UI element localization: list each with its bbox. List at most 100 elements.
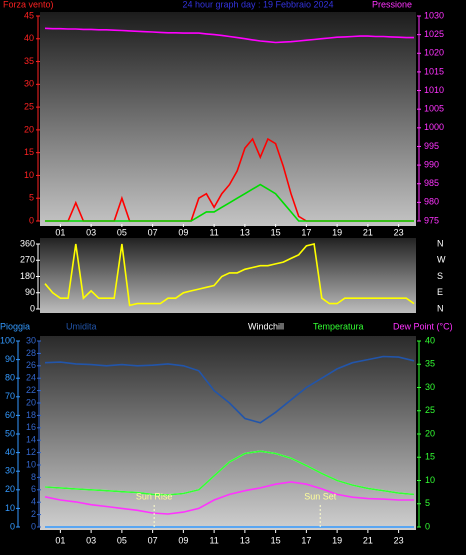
- x-tick-label: 17: [301, 227, 311, 237]
- x-tick-label: 05: [117, 535, 127, 545]
- y-tick-label: 30: [26, 335, 36, 345]
- y-tick-label: 22: [26, 385, 36, 395]
- y-tick-label: 30: [24, 79, 34, 89]
- y-tick-label: 14: [26, 435, 36, 445]
- y-tick-label: 16: [26, 422, 36, 432]
- x-tick-label: 07: [148, 227, 158, 237]
- plot-area: [40, 238, 416, 313]
- x-tick-label: 09: [178, 535, 188, 545]
- y-tick-label: W: [437, 255, 446, 265]
- y-tick-label: 8: [31, 472, 36, 482]
- x-tick-label: 19: [332, 535, 342, 545]
- y-tick-label: 1025: [424, 29, 444, 39]
- y-tick-label: 30: [5, 466, 15, 476]
- y-tick-label: 1015: [424, 66, 444, 76]
- x-tick-label: 11: [209, 535, 218, 545]
- y-tick-label: 40: [5, 447, 15, 457]
- y-tick-label: 1020: [424, 48, 444, 58]
- y-tick-label: S: [437, 271, 443, 281]
- y-tick-label: 20: [425, 428, 435, 438]
- y-tick-label: 90: [25, 287, 35, 297]
- x-tick-label: 01: [55, 227, 65, 237]
- x-tick-label: 07: [148, 535, 158, 545]
- y-tick-label: 15: [24, 147, 34, 157]
- plot-area: [40, 12, 416, 226]
- x-tick-label: 19: [332, 227, 342, 237]
- x-tick-label: 03: [86, 535, 96, 545]
- y-tick-label: N: [437, 238, 444, 248]
- x-tick-label: 15: [271, 227, 281, 237]
- y-tick-label: 4: [31, 497, 36, 507]
- series-line: [44, 355, 415, 424]
- y-tick-label: 0: [29, 215, 34, 225]
- y-tick-label: 40: [24, 33, 34, 43]
- y-tick-label: 25: [425, 405, 435, 415]
- y-tick-label: 1030: [424, 10, 444, 20]
- y-tick-label: 0: [10, 521, 15, 531]
- y-tick-label: 90: [5, 354, 15, 364]
- y-tick-label: 2: [31, 509, 36, 519]
- axis-title: Pressione: [372, 0, 412, 9]
- x-tick-label: 23: [394, 227, 404, 237]
- y-tick-label: 995: [424, 141, 439, 151]
- x-tick-label: 23: [394, 535, 404, 545]
- series-line: [44, 481, 414, 515]
- y-tick-label: 6: [31, 484, 36, 494]
- y-tick-label: 50: [5, 428, 15, 438]
- y-tick-label: 15: [425, 452, 435, 462]
- x-tick-label: 13: [240, 227, 250, 237]
- chart-title: 24 hour graph day : 19 Febbraio 2024: [182, 0, 333, 9]
- y-tick-label: 30: [425, 382, 435, 392]
- x-tick-label: 21: [363, 535, 373, 545]
- annotation: Sun Set: [304, 491, 337, 501]
- y-tick-label: 0: [31, 521, 36, 531]
- y-tick-label: 10: [5, 503, 15, 513]
- y-tick-label: 35: [24, 56, 34, 66]
- x-tick-label: 17: [301, 535, 311, 545]
- y-tick-label: 985: [424, 178, 439, 188]
- y-tick-label: 975: [424, 215, 439, 225]
- x-tick-label: 15: [271, 535, 281, 545]
- y-tick-label: 990: [424, 159, 439, 169]
- y-tick-label: 12: [26, 447, 36, 457]
- y-tick-label: 20: [24, 124, 34, 134]
- y-tick-label: E: [437, 287, 443, 297]
- x-tick-label: 01: [55, 535, 65, 545]
- y-tick-label: 80: [5, 373, 15, 383]
- axis-title: Forza vento): [3, 0, 54, 9]
- y-tick-label: 70: [5, 391, 15, 401]
- y-tick-label: 24: [26, 373, 36, 383]
- x-tick-label: 05: [117, 227, 127, 237]
- y-tick-label: 35: [425, 359, 435, 369]
- y-tick-label: 20: [26, 397, 36, 407]
- y-tick-label: 980: [424, 197, 439, 207]
- x-tick-label: 09: [178, 227, 188, 237]
- x-tick-label: 13: [240, 535, 250, 545]
- y-tick-label: 1000: [424, 122, 444, 132]
- y-tick-label: 100: [0, 335, 15, 345]
- y-tick-label: 60: [5, 410, 15, 420]
- series-line: [45, 183, 414, 222]
- y-tick-label: 28: [26, 348, 36, 358]
- y-tick-label: 5: [425, 498, 430, 508]
- y-tick-label: 45: [24, 10, 34, 20]
- y-tick-label: 10: [24, 170, 34, 180]
- x-tick-label: 03: [86, 227, 96, 237]
- y-tick-label: 1010: [424, 85, 444, 95]
- y-tick-label: 180: [20, 271, 35, 281]
- y-tick-label: 360: [20, 238, 35, 248]
- y-tick-label: 0: [425, 521, 430, 531]
- legend-entry: Pioggia: [0, 321, 30, 331]
- y-tick-label: 0: [30, 303, 35, 313]
- series-line: [44, 243, 415, 307]
- y-tick-label: 18: [26, 410, 36, 420]
- legend-entry: Windchill: [248, 321, 284, 331]
- series-line: [44, 450, 415, 496]
- y-tick-label: 40: [425, 335, 435, 345]
- y-tick-label: 25: [24, 101, 34, 111]
- y-tick-label: 270: [20, 255, 35, 265]
- annotation: Sun Rise: [136, 491, 173, 501]
- y-tick-label: 10: [425, 475, 435, 485]
